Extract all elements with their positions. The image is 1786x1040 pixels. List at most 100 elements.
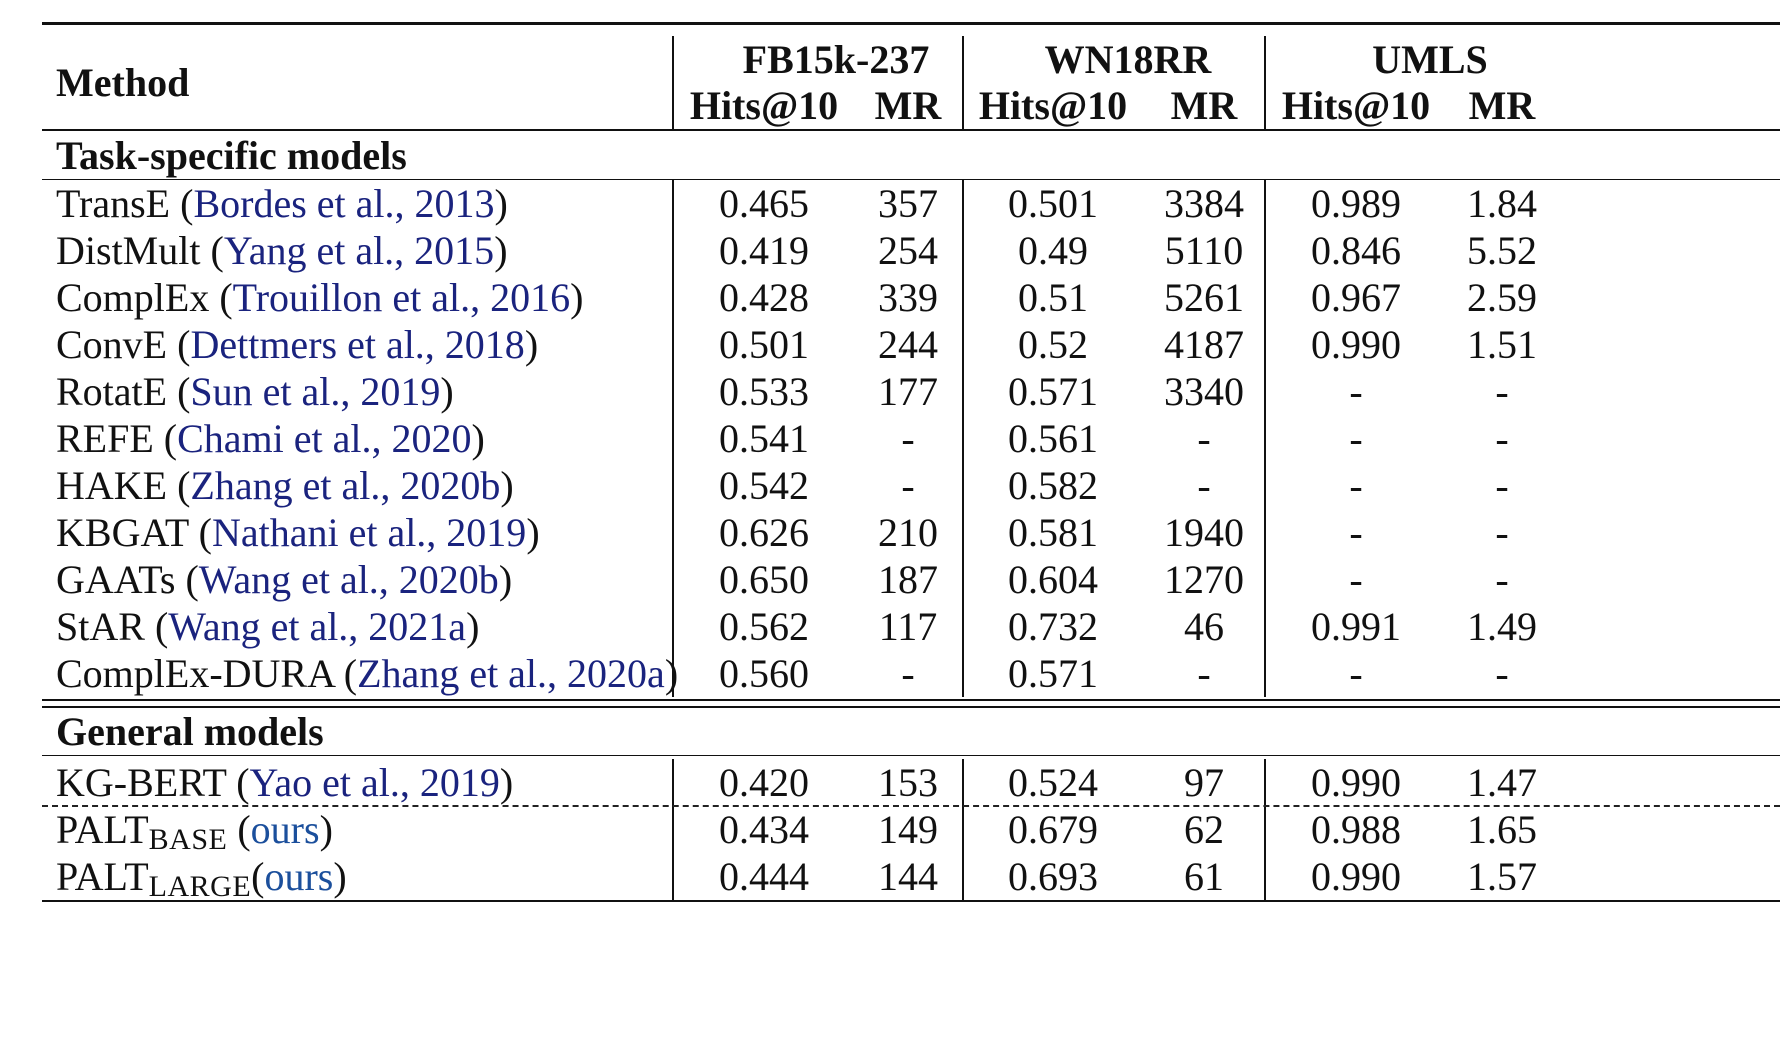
table-cell: 0.434 bbox=[719, 807, 809, 852]
table-cell: 0.465 bbox=[719, 181, 809, 226]
table-cell: 61 bbox=[1184, 854, 1224, 899]
metric-header: MR bbox=[1170, 83, 1238, 128]
table-cell: 0.419 bbox=[719, 228, 809, 273]
metric-header: MR bbox=[1468, 83, 1536, 128]
citation-link[interactable]: Yao et al., 2019 bbox=[249, 760, 500, 805]
table-cell: 3340 bbox=[1164, 369, 1244, 414]
method-name: ComplEx-DURA (Zhang et al., 2020a) bbox=[56, 651, 678, 696]
table-cell: 0.562 bbox=[719, 604, 809, 649]
table-cell: 0.428 bbox=[719, 275, 809, 320]
table-cell: 357 bbox=[878, 181, 938, 226]
citation-link[interactable]: Zhang et al., 2020b bbox=[190, 463, 501, 508]
citation-link[interactable]: Sun et al., 2019 bbox=[190, 369, 441, 414]
table-cell: - bbox=[1495, 463, 1509, 508]
table-cell: 0.501 bbox=[719, 322, 809, 367]
table-cell: 0.990 bbox=[1311, 760, 1401, 805]
section-rule bbox=[42, 179, 1780, 180]
citation-link[interactable]: Chami et al., 2020 bbox=[177, 416, 472, 461]
table-cell: - bbox=[1495, 416, 1509, 461]
table-cell: 144 bbox=[878, 854, 938, 899]
citation-link[interactable]: Wang et al., 2021a bbox=[168, 604, 467, 649]
table-cell: 0.693 bbox=[1008, 854, 1098, 899]
method-name: StAR (Wang et al., 2021a) bbox=[56, 604, 480, 649]
model-size: LARGE bbox=[148, 870, 252, 903]
table-cell: 2.59 bbox=[1467, 275, 1537, 320]
method-name: TransE (Bordes et al., 2013) bbox=[56, 181, 508, 226]
section-end-rule-double bbox=[42, 706, 1780, 708]
table-cell: - bbox=[901, 651, 915, 696]
column-divider bbox=[672, 36, 674, 129]
table-cell: 0.604 bbox=[1008, 557, 1098, 602]
table-cell: 1.47 bbox=[1467, 760, 1537, 805]
table-cell: 0.846 bbox=[1311, 228, 1401, 273]
table-cell: - bbox=[1495, 557, 1509, 602]
method-name: GAATs (Wang et al., 2020b) bbox=[56, 557, 513, 602]
table-cell: 0.49 bbox=[1018, 228, 1088, 273]
table-cell: 97 bbox=[1184, 760, 1224, 805]
column-divider bbox=[1264, 36, 1266, 129]
table-cell: 0.533 bbox=[719, 369, 809, 414]
table-cell: - bbox=[1349, 651, 1363, 696]
metric-header: Hits@10 bbox=[689, 83, 839, 128]
section-rule bbox=[42, 755, 1780, 756]
table-cell: 0.51 bbox=[1018, 275, 1088, 320]
column-divider bbox=[672, 180, 674, 697]
metric-header: Hits@10 bbox=[1281, 83, 1431, 128]
method-name: KG-BERT (Yao et al., 2019) bbox=[56, 760, 514, 805]
model-size: BASE bbox=[148, 823, 228, 856]
table-cell: 5261 bbox=[1164, 275, 1244, 320]
model-name: ConvE bbox=[56, 322, 168, 367]
table-cell: - bbox=[1349, 510, 1363, 555]
table-cell: 0.990 bbox=[1311, 854, 1401, 899]
table-cell: 46 bbox=[1184, 604, 1224, 649]
model-name: ComplEx-DURA bbox=[56, 651, 334, 696]
method-name: ConvE (Dettmers et al., 2018) bbox=[56, 322, 539, 367]
table-cell: 254 bbox=[878, 228, 938, 273]
method-name: HAKE (Zhang et al., 2020b) bbox=[56, 463, 514, 508]
table-cell: - bbox=[1349, 557, 1363, 602]
method-name: ComplEx (Trouillon et al., 2016) bbox=[56, 275, 584, 320]
table-cell: 0.990 bbox=[1311, 322, 1401, 367]
citation-link[interactable]: Yang et al., 2015 bbox=[223, 228, 495, 273]
table-cell: 0.420 bbox=[719, 760, 809, 805]
section-end-rule bbox=[42, 699, 1780, 701]
table-cell: 244 bbox=[878, 322, 938, 367]
table-cell: 0.988 bbox=[1311, 807, 1401, 852]
model-name: HAKE bbox=[56, 463, 168, 508]
method-name: KBGAT (Nathani et al., 2019) bbox=[56, 510, 540, 555]
table-cell: 62 bbox=[1184, 807, 1224, 852]
table-cell: 210 bbox=[878, 510, 938, 555]
column-divider bbox=[962, 759, 964, 900]
citation-link[interactable]: Bordes et al., 2013 bbox=[193, 181, 495, 226]
model-name: GAATs bbox=[56, 557, 176, 602]
table-cell: - bbox=[1197, 651, 1211, 696]
table-cell: 0.542 bbox=[719, 463, 809, 508]
citation-link[interactable]: Zhang et al., 2020a bbox=[357, 651, 665, 696]
table-cell: 1.57 bbox=[1467, 854, 1537, 899]
table-cell: - bbox=[1349, 463, 1363, 508]
method-name: REFE (Chami et al., 2020) bbox=[56, 416, 485, 461]
citation-link[interactable]: Trouillon et al., 2016 bbox=[232, 275, 571, 320]
model-name: PALT bbox=[56, 854, 149, 899]
table-cell: 1.51 bbox=[1467, 322, 1537, 367]
model-name: KG-BERT bbox=[56, 760, 227, 805]
model-name: ComplEx bbox=[56, 275, 210, 320]
table-cell: 0.732 bbox=[1008, 604, 1098, 649]
column-divider bbox=[1264, 180, 1266, 697]
column-divider bbox=[962, 180, 964, 697]
table-cell: - bbox=[901, 463, 915, 508]
header-rule bbox=[42, 129, 1780, 131]
method-name: PALTLARGE(ours) bbox=[56, 854, 347, 903]
table-cell: - bbox=[1495, 651, 1509, 696]
citation-link[interactable]: Dettmers et al., 2018 bbox=[190, 322, 525, 367]
table-cell: 4187 bbox=[1164, 322, 1244, 367]
citation-link[interactable]: Nathani et al., 2019 bbox=[211, 510, 527, 555]
table-cell: 0.560 bbox=[719, 651, 809, 696]
bottom-rule bbox=[42, 900, 1780, 902]
dataset-header: FB15k-237 bbox=[742, 37, 930, 82]
table-cell: - bbox=[1197, 416, 1211, 461]
model-name: PALT bbox=[56, 807, 149, 852]
table-cell: 0.991 bbox=[1311, 604, 1401, 649]
column-divider bbox=[1264, 759, 1266, 900]
citation-link[interactable]: Wang et al., 2020b bbox=[198, 557, 499, 602]
